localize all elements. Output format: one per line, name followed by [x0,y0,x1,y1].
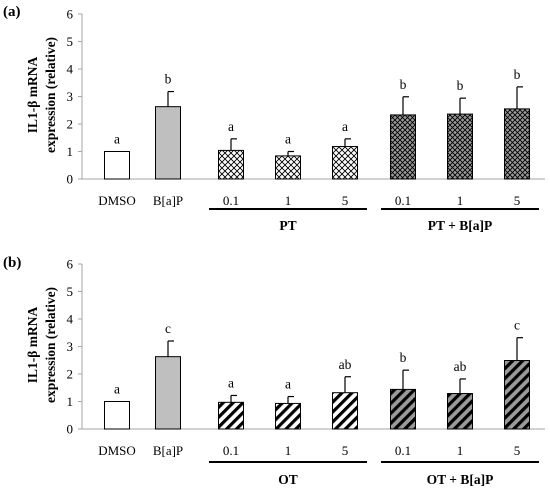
category-label: 1 [457,443,464,458]
panel-label: (a) [3,4,21,20]
significance-label: a [114,382,120,397]
group-label: PT + B[a]P [428,218,492,233]
y-tick-label: 2 [67,367,74,382]
y-axis-label: expression (relative) [43,287,58,403]
y-tick-label: 1 [67,144,74,159]
category-label: 0.1 [395,443,411,458]
category-label: 5 [342,443,349,458]
significance-label: a [114,132,120,147]
significance-label: b [400,350,407,365]
y-axis-label: IL1-β mRNA [25,307,40,384]
y-axis-label: IL1-β mRNA [25,57,40,134]
y-tick-label: 4 [67,312,74,327]
bar [218,401,244,430]
bar [332,392,358,430]
significance-label: b [165,72,172,87]
category-label: DMSO [98,193,136,208]
bar [447,393,473,430]
bar [155,356,181,430]
category-label: B[a]P [153,193,183,208]
category-label: B[a]P [153,443,183,458]
y-tick-label: 0 [67,172,74,187]
significance-label: a [342,119,348,134]
significance-label: a [228,119,234,134]
category-label: 5 [342,193,349,208]
bar [218,149,244,180]
category-label: 5 [514,443,521,458]
y-tick-label: 6 [67,257,74,272]
category-label: 1 [285,193,292,208]
y-tick-label: 3 [67,89,74,104]
bar [275,155,301,180]
y-tick-label: 5 [67,34,74,49]
category-label: 1 [457,193,464,208]
bar [104,401,130,430]
y-tick-label: 0 [67,422,74,437]
y-tick-label: 2 [67,117,74,132]
bar [275,402,301,430]
bar [104,151,130,180]
bar [447,113,473,180]
bar [390,388,416,430]
significance-label: c [514,318,520,333]
significance-label: c [165,321,171,336]
category-label: 0.1 [223,443,239,458]
significance-label: b [400,77,407,92]
bar [390,114,416,180]
significance-label: b [457,78,464,93]
category-label: 5 [514,193,521,208]
y-axis-label: expression (relative) [43,37,58,153]
y-tick-label: 6 [67,7,74,22]
bar [155,106,181,180]
y-tick-label: 3 [67,339,74,354]
y-tick-label: 5 [67,284,74,299]
chart-panel-b: (b) IL1-β mRNA expression (relative) 0 1 2 3 4 5… [3,255,545,487]
significance-label: ab [454,359,467,374]
significance-label: a [228,375,234,390]
chart-panel-a: (a) IL1-β mRNA expression (relative) 0 1 2 3 4 5… [3,4,545,233]
y-tick-label: 4 [67,62,74,77]
y-tick-label: 1 [67,394,74,409]
group-label: OT [278,472,298,487]
significance-label: a [285,377,291,392]
category-label: 1 [285,443,292,458]
category-label: DMSO [98,443,136,458]
panels: (a)IL1-β mRNA expression (relative)012345… [3,4,545,487]
category-label: 0.1 [223,193,239,208]
group-label: OT + B[a]P [427,472,494,487]
panel-label: (b) [3,255,21,271]
significance-label: ab [339,357,352,372]
group-label: PT [279,218,296,233]
significance-label: a [285,132,291,147]
bar [504,360,530,430]
bar [504,108,530,180]
bar [332,146,358,180]
significance-label: b [514,67,521,82]
category-label: 0.1 [395,193,411,208]
